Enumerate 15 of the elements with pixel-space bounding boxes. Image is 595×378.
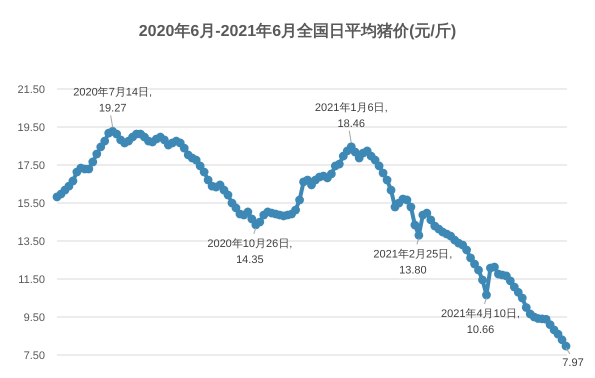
y-tick-label: 17.50: [17, 160, 45, 172]
annotation: 2021年2月25日, 13.80: [373, 248, 452, 276]
annotation: 2021年4月10日, 10.66: [441, 308, 520, 336]
y-tick-label: 19.50: [17, 122, 45, 134]
annotation: 2020年7月14日, 19.27: [73, 86, 152, 114]
y-tick-label: 9.50: [24, 312, 45, 324]
y-tick-label: 15.50: [17, 198, 45, 210]
annotation: 2020年10月26日, 14.35: [207, 238, 292, 266]
chart-title: 2020年6月-2021年6月全国日平均猪价(元/斤): [138, 22, 456, 40]
y-tick-label: 13.50: [17, 236, 45, 248]
y-tick-label: 21.50: [17, 84, 45, 96]
annotation: 2021年1月6日, 18.46: [314, 102, 388, 130]
y-tick-label: 7.50: [24, 350, 45, 362]
annotation: 7.97: [562, 357, 584, 370]
y-tick-label: 11.50: [18, 274, 45, 286]
